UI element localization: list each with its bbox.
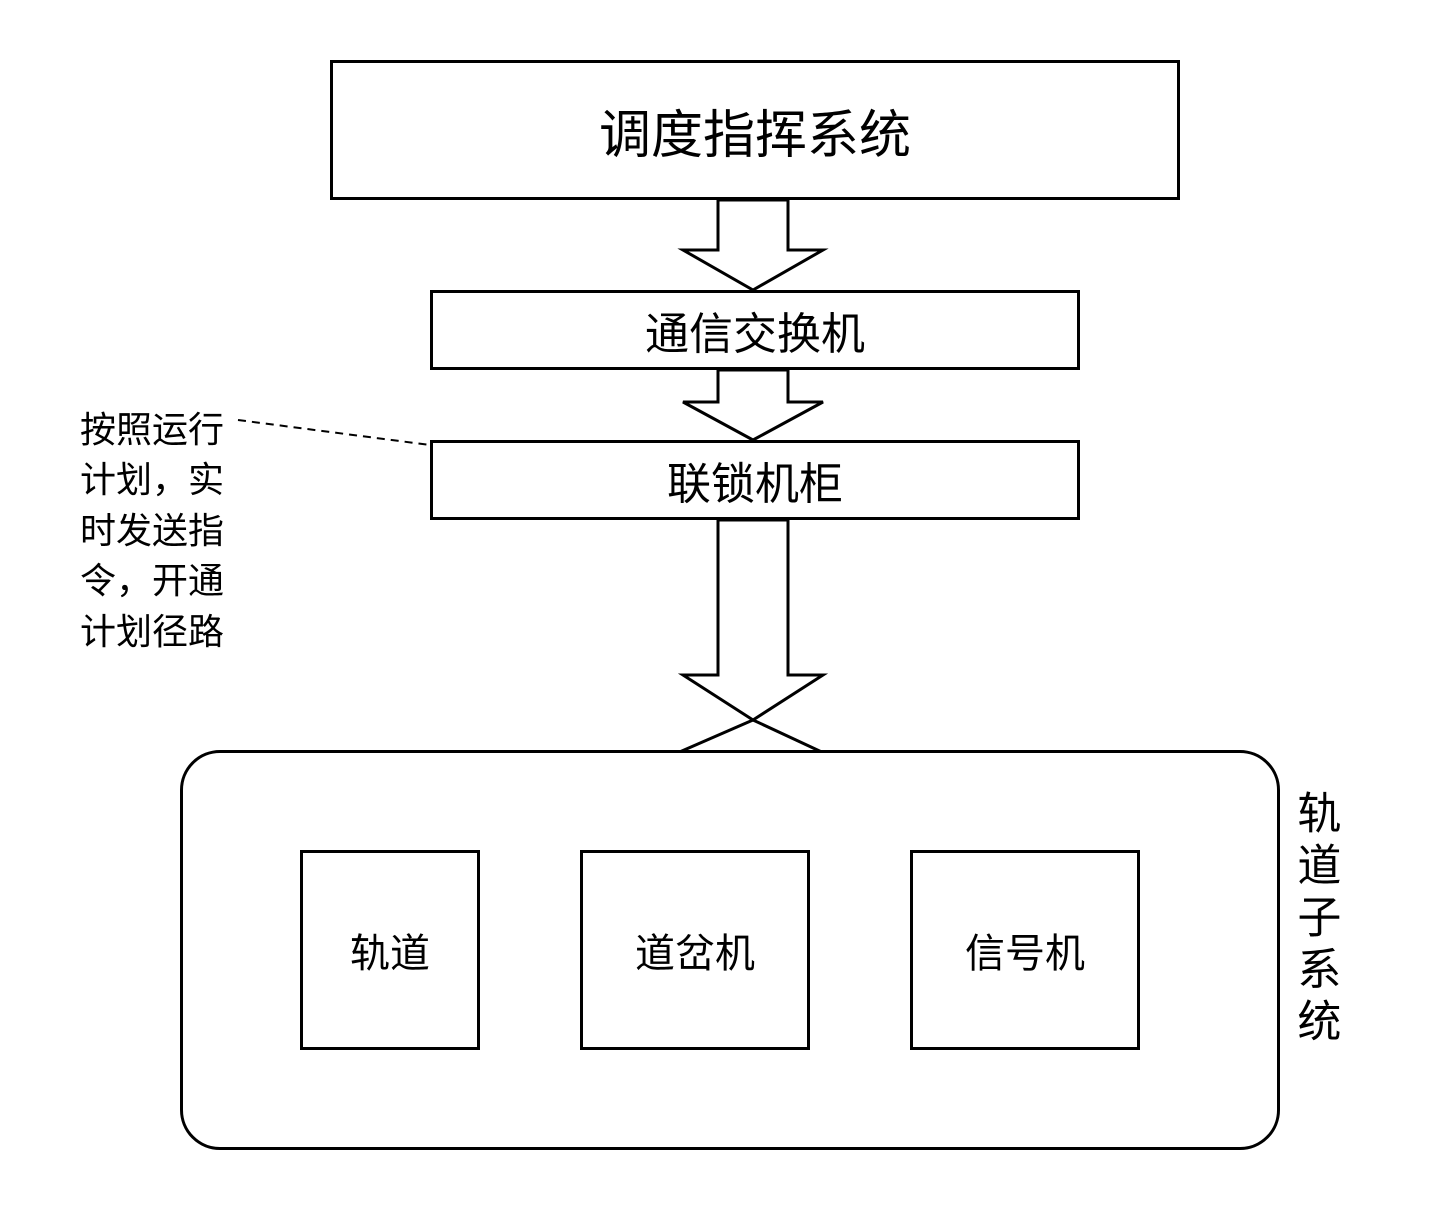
signal-machine-box: 信号机 [910,850,1140,1050]
track-subsystem-label: 轨道子系统 [1290,790,1338,1050]
track-label: 轨道 [350,921,430,979]
switch-machine-box: 道岔机 [580,850,810,1050]
switch-machine-label: 道岔机 [635,921,755,979]
signal-machine-label: 信号机 [965,921,1085,979]
track-box: 轨道 [300,850,480,1050]
